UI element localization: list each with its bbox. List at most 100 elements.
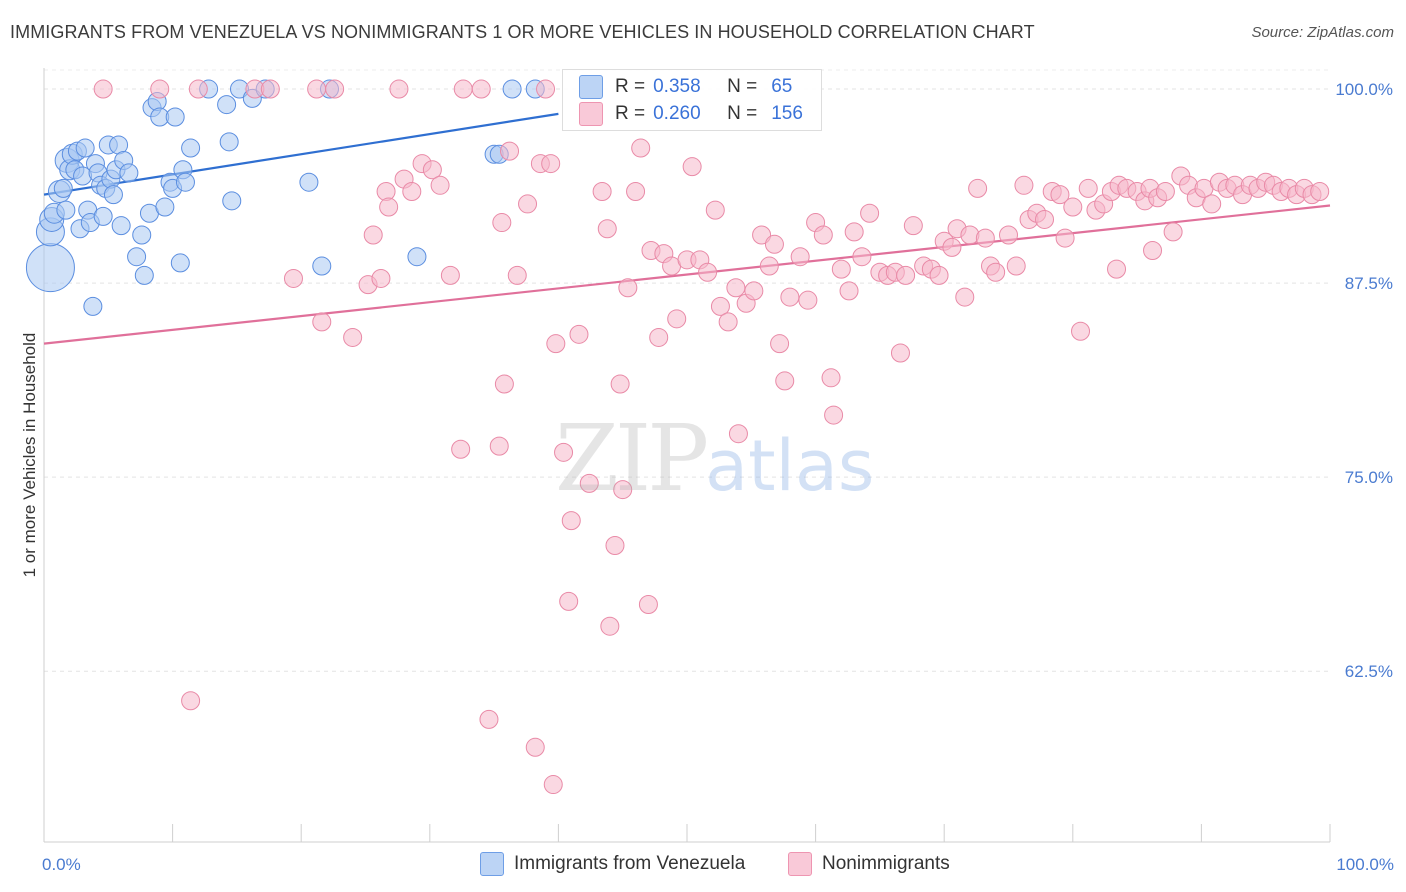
data-point [831,259,851,279]
y-tick-label: 100.0% [1335,80,1393,99]
data-point [492,213,512,233]
data-point [127,247,147,267]
bottom-legend-swatch-venezuela [480,852,504,876]
data-point [1014,175,1034,195]
data-point [363,225,383,245]
trend-line-nonimmigrants [43,204,1331,345]
data-point [1078,178,1098,198]
stats-legend: R = 0.358 N = 65 R = 0.260 N = 156 [562,69,822,131]
legend-n-value: 65 [771,76,793,97]
legend-swatch-venezuela [579,75,603,99]
data-point [852,247,872,267]
data-point [500,141,520,161]
data-point [222,191,242,211]
data-point [402,182,422,202]
tick-labels: 100.0% 87.5% 75.0% 62.5% 0.0% 100.0% [42,80,1394,874]
data-point [325,79,345,99]
legend-n-label: N = [727,76,758,97]
data-point [155,197,175,217]
trend-lines [43,112,1331,345]
data-point [744,281,764,301]
data-point [903,216,923,236]
data-point [134,265,154,285]
data-point [1071,321,1091,341]
data-point [451,439,471,459]
bottom-legend-venezuela: Immigrants from Venezuela [480,852,745,876]
chart-title: IMMIGRANTS FROM VENEZUELA VS NONIMMIGRAN… [10,22,1035,42]
data-point [53,178,73,198]
data-point [188,79,208,99]
data-point [718,312,738,332]
series-nonimmigrants [93,79,1330,795]
chart-source: Source: ZipAtlas.com [1251,24,1394,41]
y-tick-label: 75.0% [1345,468,1393,487]
y-axis-label: 1 or more Vehicles in Household [20,333,39,578]
data-point [1063,197,1083,217]
axes [43,68,1331,843]
data-point [929,265,949,285]
data-point [507,265,527,285]
legend-n-label: N = [727,103,758,124]
data-point [839,281,859,301]
bottom-legend-nonimmigrants: Nonimmigrants [788,852,950,876]
data-point [181,138,201,158]
bottom-legend-label-venezuela: Immigrants from Venezuela [514,853,746,874]
bottom-legend-swatch-nonimmigrants [788,852,812,876]
data-point [111,216,131,236]
data-point [371,268,391,288]
data-point [798,290,818,310]
data-point [1310,182,1330,202]
data-point [968,178,988,198]
data-point [217,95,237,115]
data-point [667,309,687,329]
data-point [682,157,702,177]
data-point [1107,259,1127,279]
data-point [975,228,995,248]
data-point [219,132,239,152]
data-point [422,160,442,180]
data-point [824,405,844,425]
data-point [613,480,633,500]
data-point [312,312,332,332]
data-point [489,436,509,456]
data-point [710,296,730,316]
data-point [618,278,638,298]
data-point [780,287,800,307]
data-point [638,594,658,614]
data-point [999,225,1018,245]
data-point [379,197,399,217]
data-point [471,79,491,99]
data-point [541,154,561,174]
data-point [554,442,574,462]
data-point [1163,222,1183,242]
data-point [597,219,617,239]
data-point [407,247,427,267]
data-point [25,243,75,293]
data-point [698,262,718,282]
legend-n-value: 156 [771,103,803,124]
legend-r-value: 0.358 [653,76,701,97]
data-point [728,424,748,444]
data-point [649,327,669,347]
legend-row-venezuela: R = 0.358 N = 65 [579,74,792,100]
data-point [440,265,460,285]
legend-swatch-nonimmigrants [579,102,603,126]
data-point [775,371,795,391]
data-point [518,194,538,214]
watermark: ZIPatlas [555,405,874,512]
x-tick-label: 100.0% [1336,855,1394,874]
data-point [502,79,522,99]
data-point [561,511,581,531]
watermark-zip: ZIP [555,405,709,512]
data-points [25,79,1330,795]
data-point [705,200,725,220]
data-point [790,247,810,267]
data-point [376,182,396,202]
data-point [955,287,975,307]
data-point [1035,209,1055,229]
data-point [543,775,563,795]
data-point [726,278,746,298]
data-point [759,256,779,276]
legend-r-label: R = [615,76,646,97]
data-point [175,172,195,192]
